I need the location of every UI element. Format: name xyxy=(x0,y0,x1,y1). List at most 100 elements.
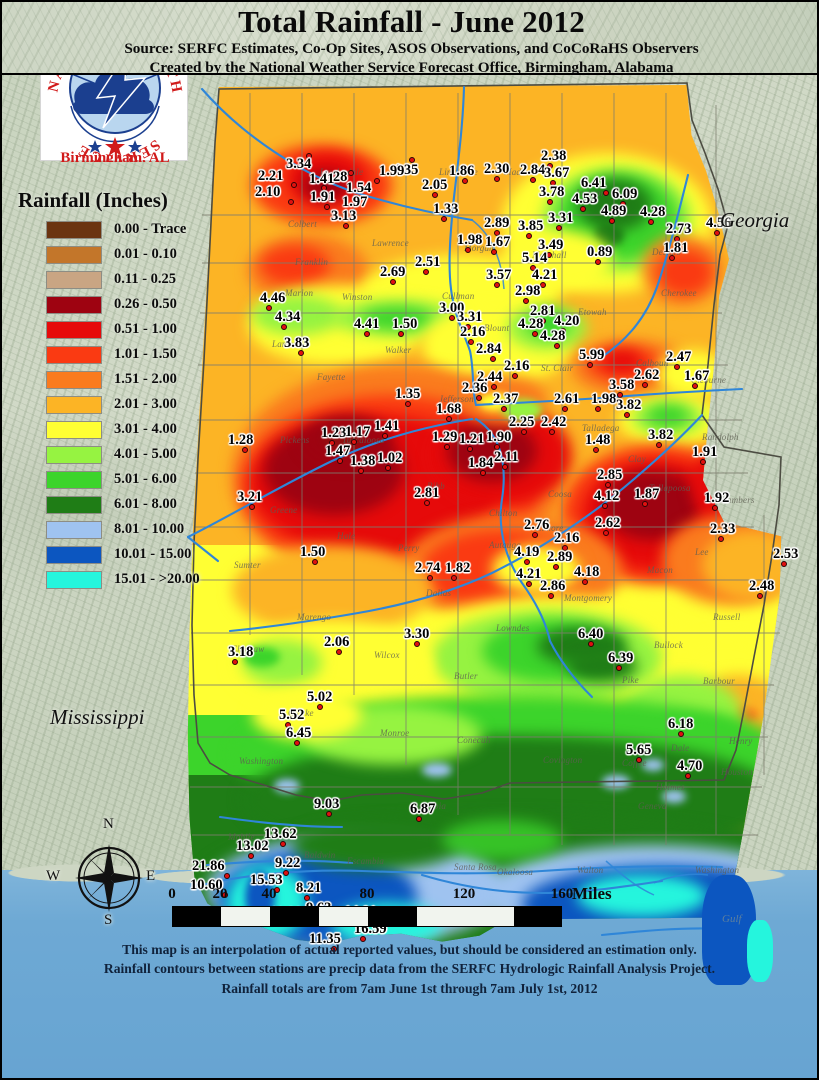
station-rainfall-value: 2.89 xyxy=(484,215,510,231)
county-label: Cherokee xyxy=(661,288,697,298)
compass-west-label: W xyxy=(46,868,61,884)
station-rainfall-value: 2.86 xyxy=(540,578,566,594)
county-label: Pickens xyxy=(280,435,310,445)
station-rainfall-value: 2.30 xyxy=(484,161,510,177)
station-rainfall-value: 1.41 xyxy=(374,418,400,434)
county-label: Lawrence xyxy=(372,238,409,248)
station-rainfall-value: 2.05 xyxy=(422,177,448,193)
legend-range-label: 0.01 - 0.10 xyxy=(114,246,177,262)
legend-row: 1.01 - 1.50 xyxy=(10,342,224,367)
station-dot-icon xyxy=(280,841,286,847)
county-label: Conecuh xyxy=(457,735,491,745)
county-label: Santa Rosa xyxy=(454,862,497,872)
station-rainfall-value: 2.16 xyxy=(504,358,530,374)
legend-range-label: 0.51 - 1.00 xyxy=(114,321,177,337)
county-label: Etowah xyxy=(578,307,607,317)
county-label: Talladega xyxy=(582,423,620,433)
station-rainfall-value: 21.86 xyxy=(192,858,225,874)
station-rainfall-value: 2.69 xyxy=(380,264,406,280)
station-rainfall-value: 4.28 xyxy=(640,204,666,220)
station-rainfall-value: 5.65 xyxy=(626,742,652,758)
station-rainfall-value: 1.86 xyxy=(449,163,475,179)
station-rainfall-value: 6.87 xyxy=(410,801,436,817)
county-label: Bullock xyxy=(654,640,683,650)
footer-line-3: Rainfall totals are from 7am June 1st th… xyxy=(221,980,598,996)
county-label: Barbour xyxy=(703,676,735,686)
station-rainfall-value: 11.35 xyxy=(309,931,341,947)
station-rainfall-value: 1.47 xyxy=(325,443,351,459)
legend-range-label: 3.01 - 4.00 xyxy=(114,421,177,437)
station-rainfall-value: 1.21 xyxy=(459,431,485,447)
station-dot-icon xyxy=(331,946,337,952)
county-label: Perry xyxy=(398,543,420,553)
station-rainfall-value: 6.41 xyxy=(581,175,607,191)
station-rainfall-value: 6.09 xyxy=(612,186,638,202)
scale-bar-graphic xyxy=(172,906,562,927)
county-label: Houston xyxy=(721,767,753,777)
station-rainfall-value: 4.34 xyxy=(275,309,301,325)
station-rainfall-value: 1.17 xyxy=(345,424,371,440)
station-rainfall-value: 2.10 xyxy=(255,184,281,200)
legend-row: 0.26 - 0.50 xyxy=(10,292,224,317)
station-rainfall-value: 2.51 xyxy=(415,254,441,270)
county-label: Calhoun xyxy=(636,358,669,368)
legend-color-swatch xyxy=(46,470,102,489)
station-rainfall-value: 1.84 xyxy=(468,455,494,471)
station-dot-icon xyxy=(291,182,297,188)
gulf-label: Gulf xyxy=(722,913,742,925)
legend-range-label: 8.01 - 10.00 xyxy=(114,521,185,537)
station-rainfall-value: 2.48 xyxy=(749,578,775,594)
page-title: Total Rainfall - June 2012 xyxy=(238,4,585,39)
station-rainfall-value: 1.67 xyxy=(684,368,710,384)
station-rainfall-value: 4.70 xyxy=(677,758,703,774)
station-rainfall-value: 2.61 xyxy=(554,391,580,407)
station-rainfall-value: 2.06 xyxy=(324,634,350,650)
station-rainfall-value: 3.78 xyxy=(539,184,565,200)
legend-row: 2.01 - 3.00 xyxy=(10,392,224,417)
station-rainfall-value: 3.57 xyxy=(486,267,512,283)
station-rainfall-value: 13.02 xyxy=(236,838,269,854)
legend-color-swatch xyxy=(46,295,102,314)
county-label: Sumter xyxy=(234,560,261,570)
station-rainfall-value: 4.89 xyxy=(601,203,627,219)
county-label: Monroe xyxy=(380,728,410,738)
county-label: Clay xyxy=(628,454,646,464)
county-label: Lamar xyxy=(272,339,298,349)
legend-rows: 0.00 - Trace 0.01 - 0.10 0.11 - 0.25 0.26 -… xyxy=(10,217,224,592)
compass-rose-icon xyxy=(75,844,143,912)
footer-line-1: This map is an interpolation of actual r… xyxy=(122,942,697,957)
legend-color-swatch xyxy=(46,445,102,464)
legend-range-label: 1.01 - 1.50 xyxy=(114,346,177,362)
legend-row: 0.11 - 0.25 xyxy=(10,267,224,292)
scale-tick-label: 80 xyxy=(359,886,375,902)
station-rainfall-value: 3.82 xyxy=(616,397,642,413)
legend: Rainfall (Inches) 0.00 - Trace 0.01 - 0.1… xyxy=(10,188,224,592)
county-label: Randolph xyxy=(702,432,739,442)
legend-color-swatch xyxy=(46,345,102,364)
legend-row: 8.01 - 10.00 xyxy=(10,517,224,542)
station-rainfall-value: 4.21 xyxy=(516,566,542,582)
county-label: Dale xyxy=(671,743,690,753)
station-rainfall-value: 1.41 xyxy=(309,171,335,187)
station-rainfall-value: 1.48 xyxy=(585,432,611,448)
header-background xyxy=(2,2,817,73)
station-rainfall-value: 3.58 xyxy=(609,377,635,393)
legend-color-swatch xyxy=(46,395,102,414)
station-rainfall-value: 3.83 xyxy=(284,335,310,351)
station-rainfall-value: 4.46 xyxy=(260,290,286,306)
station-rainfall-value: 2.73 xyxy=(666,221,692,237)
county-label: Montgomery xyxy=(564,593,612,603)
station-rainfall-value: 6.40 xyxy=(578,626,604,642)
station-dot-icon xyxy=(360,936,366,942)
legend-range-label: 5.01 - 6.00 xyxy=(114,471,177,487)
county-label: Hale xyxy=(337,531,356,541)
county-label: Escambia xyxy=(409,801,447,811)
station-rainfall-value: 1.29 xyxy=(432,429,458,445)
map-header: Total Rainfall - June 2012 Source: SERFC… xyxy=(2,2,817,75)
station-rainfall-value: 3.30 xyxy=(404,626,430,642)
station-rainfall-value: 2.33 xyxy=(710,521,736,537)
station-rainfall-value: 2.16 xyxy=(554,530,580,546)
station-rainfall-value: 9.22 xyxy=(275,855,301,871)
legend-range-label: 4.01 - 5.00 xyxy=(114,446,177,462)
legend-color-swatch xyxy=(46,495,102,514)
